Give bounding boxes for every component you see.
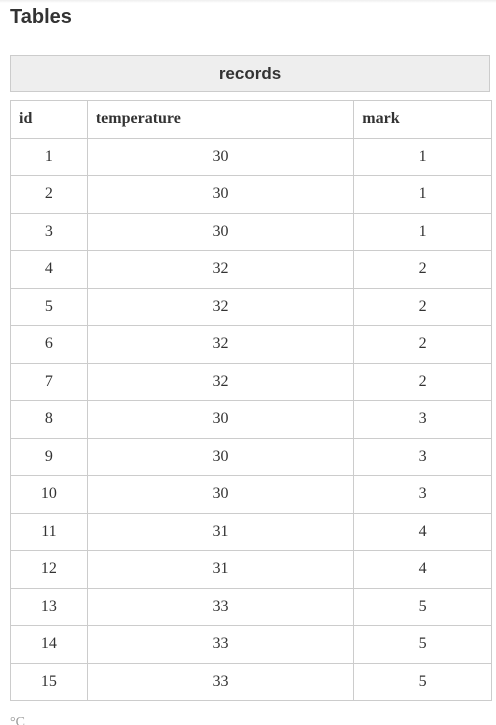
column-header-mark: mark (353, 100, 492, 139)
table-body: 1 30 1 2 30 1 3 30 1 4 32 2 5 32 2 6 32 2 7 32 2 8 30 3 9 30 3 10 30… (10, 137, 492, 701)
cell-mark: 5 (353, 625, 492, 664)
cell-temperature: 30 (86, 212, 355, 251)
cell-id: 4 (10, 250, 88, 289)
cell-temperature: 30 (86, 175, 355, 214)
top-divider (0, 0, 496, 3)
footer-text: °C (10, 716, 25, 725)
cell-temperature: 30 (86, 437, 355, 476)
table-row: 10 30 3 (10, 475, 492, 514)
cell-temperature: 31 (86, 512, 355, 551)
column-header-id: id (10, 100, 88, 139)
cell-temperature: 30 (86, 137, 355, 176)
cell-id: 7 (10, 362, 88, 401)
table-row: 11 31 4 (10, 512, 492, 551)
cell-mark: 5 (353, 587, 492, 626)
cell-mark: 5 (353, 662, 492, 701)
cell-id: 2 (10, 175, 88, 214)
cell-id: 8 (10, 400, 88, 439)
page-title: Tables (10, 6, 72, 28)
records-table: id temperature mark 1 30 1 2 30 1 3 30 1 4 32 2 5 32 2… (10, 100, 492, 701)
cell-mark: 1 (353, 212, 492, 251)
cell-id: 12 (10, 550, 88, 589)
cell-mark: 2 (353, 287, 492, 326)
cell-temperature: 30 (86, 475, 355, 514)
cell-temperature: 32 (86, 250, 355, 289)
table-row: 7 32 2 (10, 362, 492, 401)
cell-id: 14 (10, 625, 88, 664)
table-row: 8 30 3 (10, 400, 492, 439)
table-row: 1 30 1 (10, 137, 492, 176)
cell-id: 15 (10, 662, 88, 701)
table-row: 14 33 5 (10, 625, 492, 664)
cell-mark: 2 (353, 325, 492, 364)
table-row: 12 31 4 (10, 550, 492, 589)
cell-mark: 3 (353, 475, 492, 514)
cell-temperature: 31 (86, 550, 355, 589)
cell-temperature: 32 (86, 362, 355, 401)
cell-id: 13 (10, 587, 88, 626)
cell-id: 6 (10, 325, 88, 364)
cell-temperature: 30 (86, 400, 355, 439)
table-row: 13 33 5 (10, 587, 492, 626)
table-caption: records (10, 55, 490, 92)
cell-mark: 2 (353, 250, 492, 289)
cell-id: 3 (10, 212, 88, 251)
cell-mark: 4 (353, 550, 492, 589)
table-row: 3 30 1 (10, 212, 492, 251)
cell-mark: 3 (353, 400, 492, 439)
cell-temperature: 32 (86, 287, 355, 326)
table-row: 6 32 2 (10, 325, 492, 364)
cell-mark: 3 (353, 437, 492, 476)
cell-id: 10 (10, 475, 88, 514)
cell-mark: 4 (353, 512, 492, 551)
table-row: 9 30 3 (10, 437, 492, 476)
cell-mark: 2 (353, 362, 492, 401)
cell-mark: 1 (353, 175, 492, 214)
column-header-temperature: temperature (86, 100, 355, 139)
cell-temperature: 33 (86, 662, 355, 701)
cell-id: 5 (10, 287, 88, 326)
cell-id: 9 (10, 437, 88, 476)
cell-id: 1 (10, 137, 88, 176)
cell-temperature: 33 (86, 587, 355, 626)
table-row: 4 32 2 (10, 250, 492, 289)
header-row: id temperature mark (10, 100, 492, 139)
table-row: 5 32 2 (10, 287, 492, 326)
cell-temperature: 32 (86, 325, 355, 364)
cell-mark: 1 (353, 137, 492, 176)
table-row: 2 30 1 (10, 175, 492, 214)
cell-temperature: 33 (86, 625, 355, 664)
cell-id: 11 (10, 512, 88, 551)
table-row: 15 33 5 (10, 662, 492, 701)
